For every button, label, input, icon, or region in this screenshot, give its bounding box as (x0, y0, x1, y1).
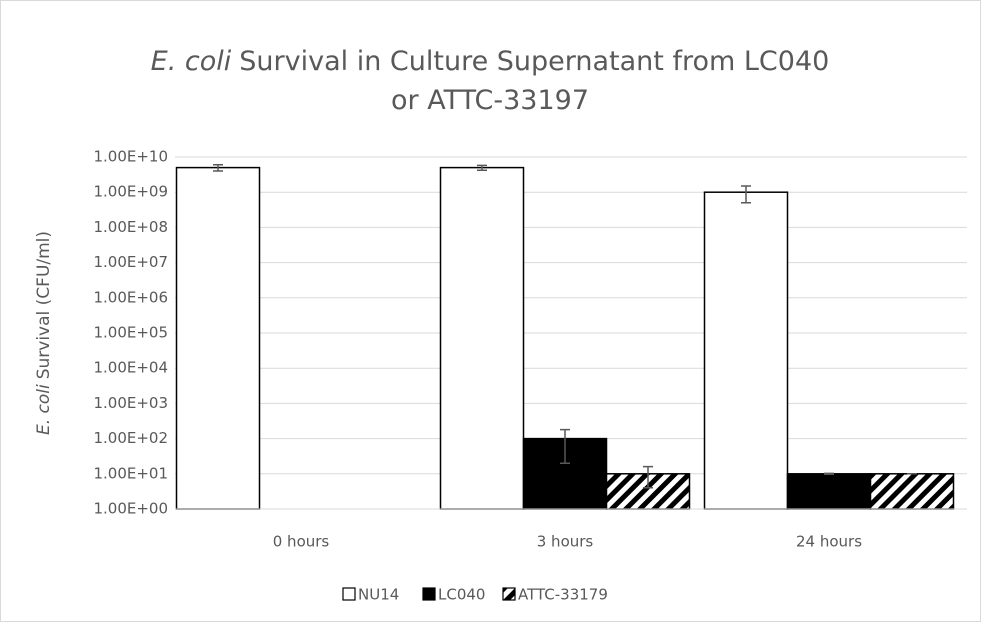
legend-label: NU14 (358, 586, 399, 604)
bar (869, 473, 955, 510)
y-tick-label: 1.00E+03 (93, 394, 168, 412)
y-tick-label: 1.00E+04 (93, 359, 168, 377)
error-bar (741, 185, 751, 204)
error-bar (477, 164, 487, 172)
y-tick-label: 1.00E+02 (93, 429, 168, 447)
legend-swatch (342, 587, 356, 601)
x-tick-label: 24 hours (796, 533, 862, 551)
title-part: or ATTC-33197 (391, 85, 589, 116)
title-part: E. coli (151, 46, 232, 77)
y-tick-label: 1.00E+08 (93, 218, 168, 236)
error-bar (213, 164, 223, 172)
y-axis-label: E. coli Survival (CFU/ml) (34, 231, 54, 435)
y-tick-label: 1.00E+10 (93, 148, 168, 166)
label-part: Survival (CFU/ml) (34, 231, 54, 379)
x-tick-label: 0 hours (273, 533, 330, 551)
error-bar (824, 472, 834, 476)
title-part: Survival in Culture Supernatant from LC0… (239, 46, 829, 77)
chart-title: E. coli Survival in Culture Supernatant f… (151, 46, 830, 116)
label-part: E. coli (34, 384, 54, 435)
bar (703, 191, 789, 510)
error-bar (560, 428, 570, 464)
x-tick-label: 3 hours (537, 533, 594, 551)
y-tick-label: 1.00E+07 (93, 253, 168, 271)
y-tick-label: 1.00E+06 (93, 288, 168, 306)
y-tick-label: 1.00E+09 (93, 183, 168, 201)
legend-label: LC040 (438, 586, 485, 604)
legend-swatch (502, 587, 516, 601)
bar (175, 166, 261, 510)
y-tick-label: 1.00E+05 (93, 324, 168, 342)
legend-swatch (422, 587, 436, 601)
legend-label: ATTC-33179 (518, 586, 608, 604)
bar (439, 166, 525, 510)
bar (786, 473, 872, 510)
y-tick-label: 1.00E+01 (93, 464, 168, 482)
error-bar (643, 465, 653, 489)
y-tick-label: 1.00E+00 (93, 500, 168, 518)
